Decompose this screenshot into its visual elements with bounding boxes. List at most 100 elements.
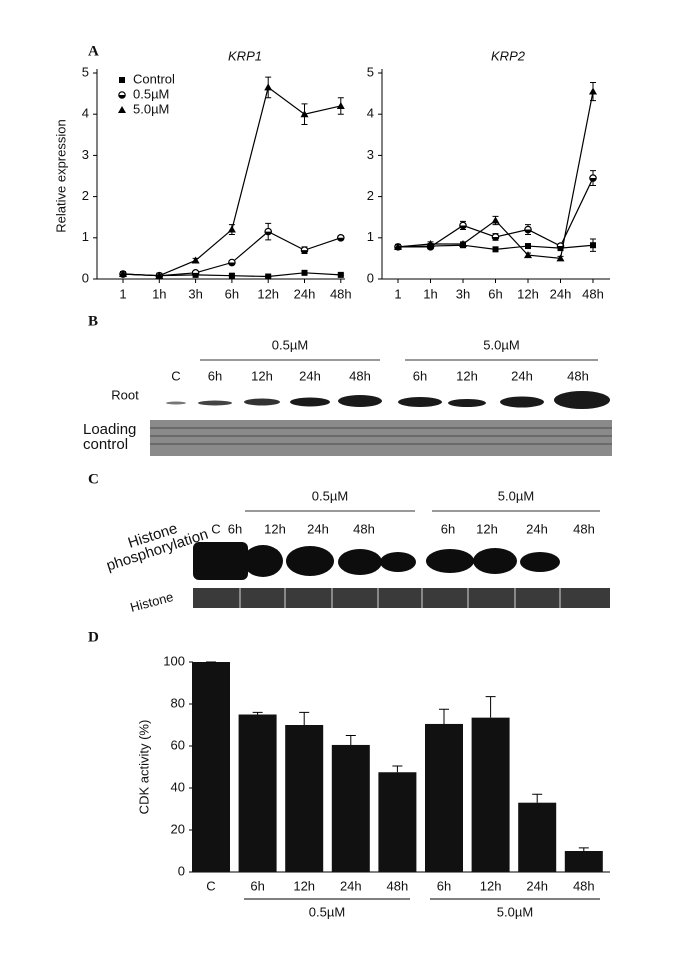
marker [228, 272, 235, 279]
group-label: 0.5µM [309, 904, 345, 919]
y-tick-label: 5 [82, 64, 89, 79]
x-tick-label: 12h [517, 286, 539, 301]
x-tick-label: 3h [188, 286, 202, 301]
marker [394, 242, 402, 250]
bar [238, 714, 277, 872]
lane-label: 12h [476, 521, 498, 536]
marker [119, 270, 127, 278]
group-label: 5.0µM [497, 904, 533, 919]
lane-label: 24h [299, 368, 321, 383]
x-tick-label: 3h [456, 286, 470, 301]
row-label: Histone [128, 589, 174, 615]
x-tick-label: 24h [526, 878, 548, 893]
x-tick-label: 48h [387, 878, 409, 893]
x-tick-label: 48h [330, 286, 352, 301]
marker-fill [228, 262, 236, 266]
group-label: 5.0µM [498, 488, 534, 503]
marker [301, 269, 308, 276]
x-tick-label: C [206, 878, 215, 893]
x-tick-label: 6h [437, 878, 451, 893]
y-tick-label: 100 [163, 653, 185, 668]
y-axis-label: CDK activity (%) [136, 720, 151, 815]
x-tick-label: 6h [488, 286, 502, 301]
error-bar [532, 793, 543, 803]
error-bar [345, 735, 356, 745]
lane-label: 12h [251, 368, 273, 383]
x-tick-label: 12h [480, 878, 502, 893]
marker-fill [492, 236, 499, 241]
root-bands [166, 391, 610, 409]
x-tick-label: 6h [250, 878, 264, 893]
marker [525, 243, 531, 250]
y-tick-label: 4 [367, 106, 374, 121]
marker [590, 242, 596, 249]
lane-label: 6h [208, 368, 222, 383]
lane-label: 48h [349, 368, 371, 383]
x-tick-label: 48h [573, 878, 595, 893]
y-tick-label: 20 [171, 821, 185, 836]
row-label: Loading control [83, 421, 137, 453]
y-tick-label: 0 [82, 270, 89, 285]
chart-title: KRP2 [491, 48, 526, 63]
marker [426, 239, 435, 247]
bar [192, 662, 230, 872]
marker [492, 246, 499, 253]
lane-label: 24h [526, 521, 548, 536]
panel-letter: D [88, 629, 99, 645]
lane-label: 24h [307, 521, 329, 536]
row-label: Root [111, 387, 139, 402]
x-tick-label: 1h [423, 286, 437, 301]
marker [556, 254, 565, 262]
lane-label: 6h [441, 521, 455, 536]
x-tick-label: 12h [293, 878, 315, 893]
bar [425, 723, 463, 872]
panel-letter: A [88, 43, 99, 59]
y-tick-label: 0 [367, 270, 374, 285]
marker [336, 101, 345, 109]
x-tick-label: 6h [225, 286, 239, 301]
y-tick-label: 3 [82, 147, 89, 162]
marker [491, 216, 500, 224]
x-tick-label: 1 [119, 286, 126, 301]
x-tick-label: 1 [394, 286, 401, 301]
marker-fill [459, 225, 467, 229]
marker [589, 87, 597, 95]
bar [564, 851, 603, 872]
marker [524, 251, 532, 259]
x-tick-label: 24h [294, 286, 316, 301]
marker [264, 83, 273, 91]
y-tick-label: 80 [171, 695, 185, 710]
marker-fill [118, 95, 126, 99]
marker [191, 256, 200, 264]
error-bar [485, 696, 496, 718]
y-tick-label: 0 [178, 863, 185, 878]
marker-fill [589, 178, 597, 182]
y-tick-label: 1 [82, 229, 89, 244]
marker-fill [265, 231, 272, 235]
lane-label: 48h [353, 521, 375, 536]
y-tick-label: 5 [367, 64, 374, 79]
marker [300, 110, 309, 118]
bar [518, 802, 557, 872]
marker-fill [427, 246, 434, 251]
histone-phospho-blot [193, 542, 560, 580]
bar [285, 725, 324, 872]
legend-label: 0.5µM [133, 86, 169, 101]
blot-stripes [150, 427, 612, 445]
marker-fill [524, 229, 532, 233]
y-tick-label: 1 [367, 229, 374, 244]
y-axis-label: Relative expression [53, 119, 68, 232]
group-label: 0.5µM [312, 488, 348, 503]
y-tick-label: 2 [367, 188, 374, 203]
marker [118, 106, 126, 113]
y-tick-label: 3 [367, 147, 374, 162]
lane-label: 12h [264, 521, 286, 536]
lane-label: 12h [456, 368, 478, 383]
panel-letter: B [88, 313, 98, 329]
marker [459, 239, 467, 247]
group-label: 5.0µM [483, 337, 519, 352]
legend-label: 5.0µM [133, 101, 169, 116]
y-tick-label: 60 [171, 737, 185, 752]
